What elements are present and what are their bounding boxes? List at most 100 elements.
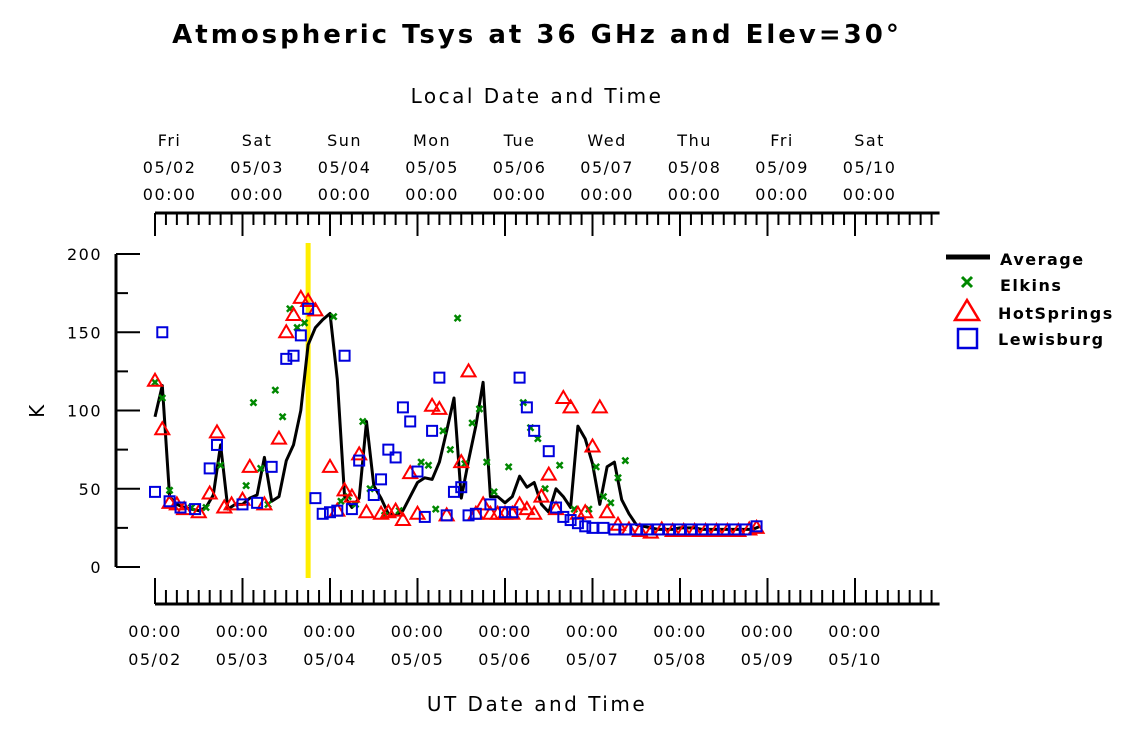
point-elkins [158, 394, 167, 402]
point-hotsprings [146, 371, 164, 387]
point-elkins [599, 492, 608, 501]
point-lewisburg [462, 509, 475, 522]
top-tick-label-day: Sat [854, 131, 885, 150]
top-tick-label-time: 00:00 [318, 185, 372, 204]
point-elkins [482, 458, 491, 467]
point-lewisburg [528, 424, 541, 437]
point-elkins [358, 417, 367, 426]
point-hotsprings [335, 481, 354, 497]
point-elkins [271, 386, 280, 395]
top-tick-label-date: 05/03 [230, 158, 284, 177]
top-tick-label-time: 00:00 [755, 185, 809, 204]
point-hotsprings [222, 495, 241, 511]
point-elkins [165, 486, 174, 495]
point-lewisburg [484, 498, 497, 511]
top-tick-label-time: 00:00 [230, 185, 284, 204]
point-lewisburg [302, 302, 315, 315]
legend-label-hotsprings: HotSprings [998, 304, 1114, 323]
y-tick-label: 50 [79, 480, 102, 499]
legend-label-lewisburg: Lewisburg [998, 330, 1105, 349]
point-hotsprings [474, 495, 492, 511]
point-lewisburg [316, 507, 329, 520]
point-lewisburg [389, 451, 402, 464]
x-tick-label-time: 00:00 [478, 622, 532, 641]
point-lewisburg [353, 454, 366, 467]
top-tick-label-time: 00:00 [405, 185, 459, 204]
point-hotsprings [532, 487, 551, 503]
point-lewisburg [163, 495, 176, 508]
point-hotsprings [598, 503, 616, 519]
point-hotsprings [430, 399, 449, 415]
point-hotsprings [696, 522, 715, 538]
point-lewisburg [189, 503, 202, 516]
y-tick-label: 200 [67, 245, 102, 264]
point-lewisburg [324, 506, 336, 519]
point-hotsprings [357, 503, 376, 519]
x-tick-label-time: 00:00 [566, 622, 620, 641]
top-tick-label-day: Fri [770, 131, 794, 150]
top-tick-label-date: 05/07 [580, 158, 634, 177]
point-hotsprings [747, 518, 766, 534]
point-lewisburg [367, 489, 380, 502]
point-hotsprings [729, 522, 748, 538]
point-lewisburg [236, 498, 249, 511]
point-hotsprings [350, 445, 368, 461]
point-lewisburg [345, 503, 358, 516]
point-hotsprings [270, 429, 288, 445]
point-elkins [249, 398, 258, 407]
point-hotsprings [255, 495, 274, 511]
point-hotsprings [306, 301, 325, 317]
point-hotsprings [554, 388, 573, 404]
x-tick-label-time: 00:00 [741, 622, 795, 641]
point-hotsprings [175, 500, 193, 516]
point-hotsprings [401, 464, 419, 480]
point-hotsprings [510, 495, 529, 511]
top-tick-label-date: 05/04 [318, 158, 372, 177]
x-tick-label-time: 00:00 [128, 622, 182, 641]
point-lewisburg [520, 401, 533, 414]
point-hotsprings [241, 457, 259, 473]
point-hotsprings [284, 306, 303, 322]
point-elkins [242, 481, 251, 490]
top-tick-label-time: 00:00 [580, 185, 634, 204]
point-elkins [329, 312, 338, 321]
top-tick-label-time: 00:00 [143, 185, 197, 204]
point-lewisburg [455, 481, 468, 494]
x-tick-label-date: 05/03 [216, 650, 270, 669]
point-hotsprings [576, 503, 594, 519]
point-lewisburg [440, 509, 453, 522]
point-hotsprings [561, 398, 580, 414]
x-tick-label-time: 00:00 [391, 622, 445, 641]
point-lewisburg [506, 506, 519, 519]
point-lewisburg [571, 517, 584, 530]
point-hotsprings [642, 523, 660, 539]
point-hotsprings [208, 423, 226, 439]
point-lewisburg [411, 465, 424, 478]
point-elkins [439, 426, 447, 435]
point-elkins [300, 318, 309, 327]
point-elkins [555, 461, 564, 470]
point-hotsprings [277, 323, 295, 339]
top-tick-label-time: 00:00 [843, 185, 897, 204]
top-tick-label-date: 05/06 [493, 158, 547, 177]
point-elkins [431, 505, 440, 513]
point-elkins [592, 462, 601, 471]
top-tick-label-day: Tue [503, 131, 536, 150]
point-lewisburg [287, 349, 300, 362]
point-lewisburg [265, 460, 278, 473]
y-axis-title: K [25, 402, 49, 418]
point-hotsprings [547, 500, 565, 516]
x-axis-title: UT Date and Time [427, 692, 647, 716]
x-tick-label-time: 00:00 [216, 622, 270, 641]
point-lewisburg [550, 501, 563, 514]
top-tick-label-time: 00:00 [493, 185, 547, 204]
point-elkins [256, 464, 265, 473]
top-tick-label-date: 05/02 [143, 158, 197, 177]
point-hotsprings [153, 420, 172, 436]
top-tick-label-date: 05/08 [668, 158, 722, 177]
point-lewisburg [513, 371, 526, 384]
x-tick-label-date: 05/07 [566, 650, 620, 669]
point-lewisburg [542, 445, 555, 458]
point-elkins [417, 458, 426, 467]
